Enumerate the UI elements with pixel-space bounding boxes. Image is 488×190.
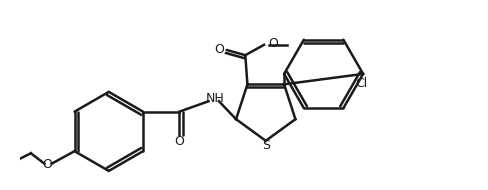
Text: O: O xyxy=(214,44,224,56)
Text: O: O xyxy=(268,37,278,50)
Text: O: O xyxy=(42,158,52,171)
Text: S: S xyxy=(262,139,270,152)
Text: Cl: Cl xyxy=(355,77,367,90)
Text: NH: NH xyxy=(205,92,224,105)
Text: O: O xyxy=(175,135,184,148)
